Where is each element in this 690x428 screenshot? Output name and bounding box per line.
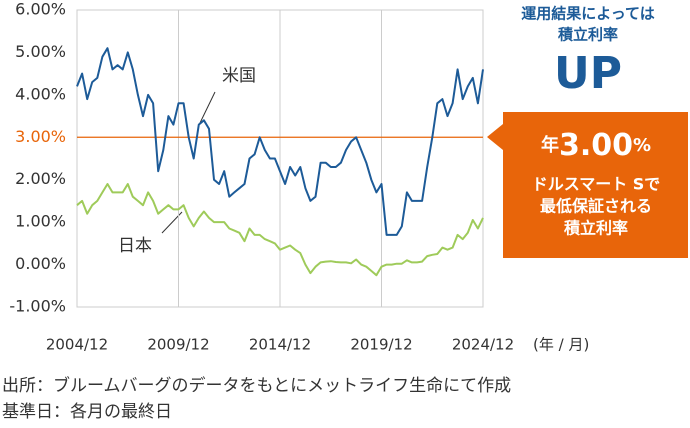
series-label: 米国 [222,66,256,86]
y-tick-label: 3.00% [15,127,66,146]
rate-suffix: % [633,135,651,156]
x-unit: (年 / 月) [533,336,589,354]
callout-text: 運用結果によっては [521,5,655,23]
y-tick-label: 4.00% [15,84,66,103]
rate-prefix: 年 [541,134,559,156]
x-tick-label: 2019/12 [350,336,412,354]
x-tick-label: 2004/12 [46,336,108,354]
box-text: 積立利率 [563,219,628,238]
y-tick-label: -1.00% [9,297,66,316]
y-tick-label: 1.00% [15,212,66,231]
rate-box [487,112,688,258]
series-line [76,47,484,236]
series-line [76,183,484,277]
rate-text: 年3.00% [541,128,651,163]
box-text: ドルスマート Sで [532,175,661,194]
note: 基準日：各月の最終日 [2,402,172,422]
rate-value: 3.00 [559,128,633,163]
y-tick-label: 0.00% [15,254,66,273]
x-tick-label: 2014/12 [249,336,311,354]
y-tick-label: 5.00% [15,42,66,61]
box-text: 最低保証される [540,197,652,216]
series-label: 日本 [118,236,152,256]
y-tick-label: 2.00% [15,169,66,188]
callout-text: 積立利率 [557,26,618,44]
x-tick-label: 2009/12 [147,336,209,354]
note: 出所：ブルームバーグのデータをもとにメットライフ生命にて作成 [2,375,511,396]
y-tick-label: 6.00% [15,0,66,19]
callout-line [198,91,216,126]
callout-up: UP [554,48,622,99]
x-tick-label: 2024/12 [452,336,514,354]
